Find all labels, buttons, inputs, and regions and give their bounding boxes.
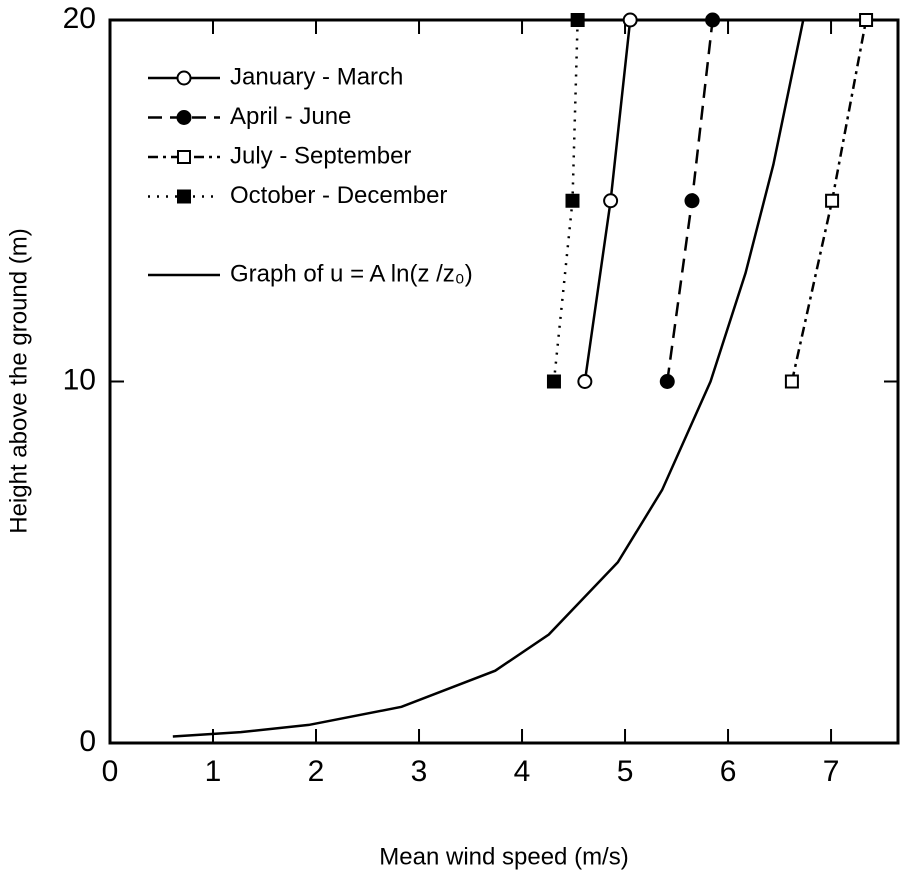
y-tick-label: 10	[63, 363, 96, 396]
x-tick-label: 2	[308, 755, 325, 788]
marker	[570, 13, 585, 27]
marker	[859, 13, 874, 27]
marker	[565, 193, 580, 208]
series-line	[172, 19, 805, 738]
marker	[784, 374, 799, 389]
legend-marker	[176, 110, 192, 125]
y-tick-label: 20	[63, 2, 96, 35]
marker	[659, 374, 675, 389]
x-axis-label: Mean wind speed (m/s)	[379, 843, 628, 870]
x-tick-label: 7	[823, 755, 840, 788]
marker	[705, 12, 721, 28]
marker	[622, 12, 638, 28]
legend-marker	[176, 70, 192, 86]
y-axis-label: Height above the ground (m)	[5, 228, 32, 534]
marker	[825, 193, 840, 208]
x-tick-label: 3	[411, 755, 428, 788]
legend-label: October - December	[230, 182, 447, 209]
x-tick-label: 5	[617, 755, 634, 788]
legend-marker	[177, 189, 191, 204]
legend-label: Graph of u = A ln(z /z₀)	[230, 260, 473, 287]
marker	[546, 374, 561, 389]
x-tick-label: 0	[102, 755, 119, 788]
x-tick-label: 1	[205, 755, 222, 788]
y-tick-label: 0	[79, 725, 96, 758]
x-tick-label: 4	[514, 755, 531, 788]
legend-marker	[177, 150, 191, 164]
legend-label: July - September	[230, 142, 411, 169]
legend-label: January - March	[230, 63, 403, 90]
x-tick-label: 6	[720, 755, 737, 788]
marker	[577, 374, 593, 389]
marker	[684, 193, 700, 209]
legend-label: April - June	[230, 103, 351, 130]
marker	[603, 193, 619, 209]
